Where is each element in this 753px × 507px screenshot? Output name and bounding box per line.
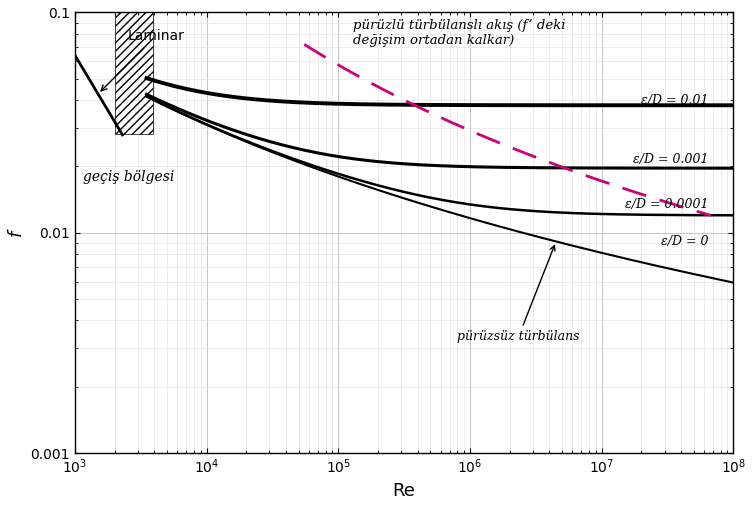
Y-axis label: f: f: [7, 230, 25, 236]
Text: ε/D = 0.0001: ε/D = 0.0001: [625, 198, 709, 210]
Text: ε/D = 0.01: ε/D = 0.01: [642, 94, 709, 106]
Text: ε/D = 0.001: ε/D = 0.001: [633, 153, 709, 166]
Text: Laminar: Laminar: [101, 29, 184, 91]
Text: geçiş bölgesi: geçiş bölgesi: [83, 169, 174, 184]
Text: pürüzlü türbülanslı akış (f’ deki
değişim ortadan kalkar): pürüzlü türbülanslı akış (f’ deki değişi…: [353, 19, 566, 47]
Text: ε/D = 0: ε/D = 0: [661, 235, 709, 248]
X-axis label: Re: Re: [393, 482, 416, 500]
Text: pürüzsüz türbülans: pürüzsüz türbülans: [457, 245, 580, 343]
